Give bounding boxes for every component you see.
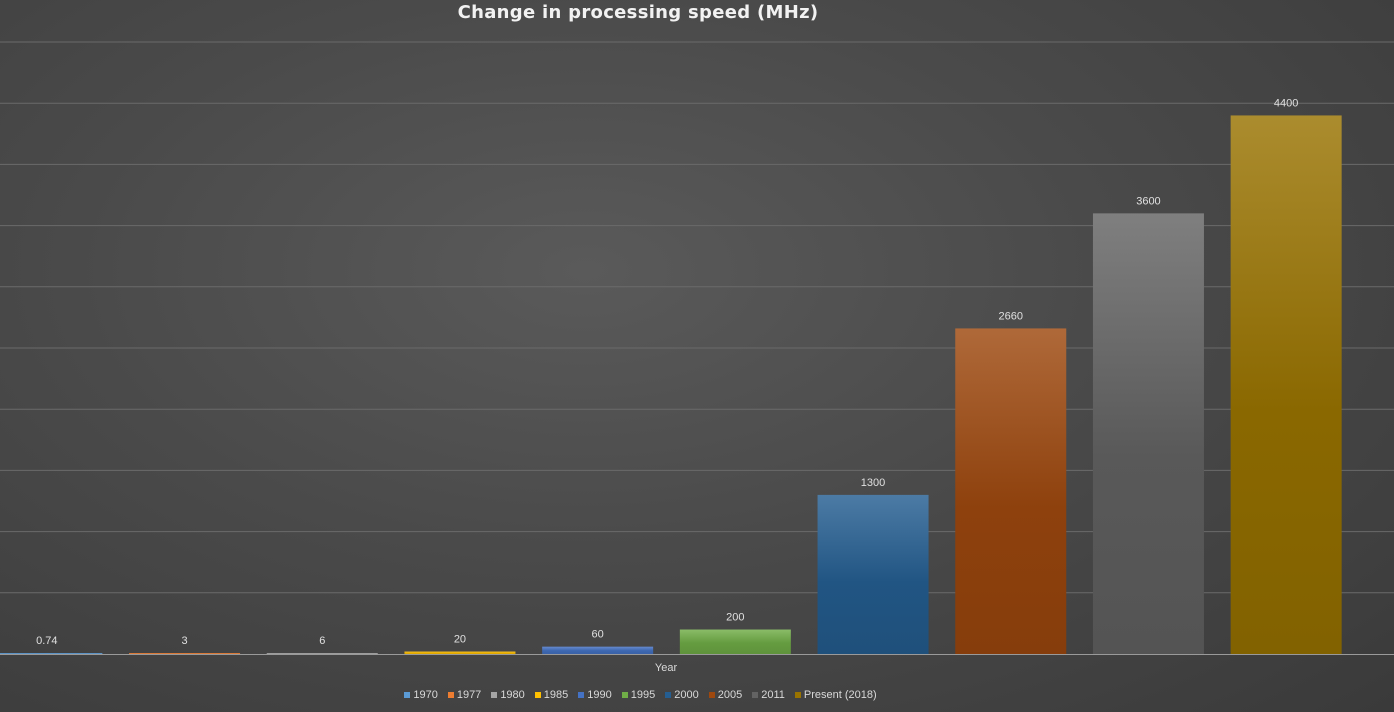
bar-1977 — [129, 653, 241, 654]
legend-swatch — [404, 692, 411, 698]
legend-item: 1985 — [534, 689, 569, 701]
legend-swatch — [578, 692, 585, 698]
data-label: 1300 — [861, 477, 885, 489]
legend-item: 1995 — [621, 689, 656, 701]
legend-item: Present (2018) — [794, 689, 877, 701]
legend-label: 1970 — [413, 689, 438, 701]
x-axis-title: Year — [654, 662, 678, 674]
legend-swatch — [621, 692, 628, 698]
legend-item: 2000 — [665, 689, 699, 701]
legend-swatch — [752, 692, 759, 698]
data-label: 6 — [319, 635, 325, 647]
legend-swatch — [794, 692, 801, 698]
legend-swatch — [447, 692, 454, 698]
legend-label: 1977 — [456, 689, 482, 701]
legend-swatch — [491, 692, 498, 698]
data-label: 2660 — [999, 310, 1023, 322]
chart-title: Change in processing speed (MHz) — [457, 2, 819, 23]
bar-1990 — [542, 646, 654, 654]
bar-present-2018 — [1230, 115, 1342, 654]
data-label: 0.74 — [36, 635, 57, 647]
legend-swatch — [665, 692, 672, 698]
legend-label: 2000 — [674, 689, 699, 701]
legend-label: 1995 — [630, 689, 656, 701]
data-label: 20 — [454, 634, 466, 646]
bar-1985 — [404, 651, 516, 654]
bars — [0, 115, 1342, 655]
legend-label: 1990 — [587, 689, 612, 701]
bar-2000 — [817, 494, 929, 654]
legend-item: 1970 — [404, 689, 438, 701]
data-label: 60 — [592, 629, 604, 641]
legend-label: 1980 — [500, 689, 525, 701]
legend-item: 2011 — [752, 689, 785, 701]
legend-label: 1985 — [543, 689, 569, 701]
legend: 1970 1977 1980 1985 1990 1995 2000 2005 2011 Pres… — [0, 689, 1281, 701]
legend-label: 2005 — [717, 689, 743, 701]
legend-swatch — [534, 692, 541, 698]
data-label: 3 — [181, 635, 187, 647]
bar-1970 — [0, 653, 103, 654]
data-labels: 0.74 3 6 20 60 200 1300 2660 3600 4400 — [36, 97, 1298, 647]
data-label: 200 — [726, 612, 744, 624]
data-label: 4400 — [1274, 97, 1298, 109]
legend-item: 1990 — [578, 689, 612, 701]
bar-2011 — [1092, 213, 1204, 655]
legend-item: 2005 — [708, 689, 743, 701]
legend-label: Present (2018) — [803, 689, 877, 701]
legend-swatch — [708, 692, 715, 698]
bar-1995 — [679, 629, 791, 654]
legend-label: 2011 — [761, 689, 785, 701]
bar-2005 — [955, 328, 1067, 654]
legend-item: 1977 — [447, 689, 482, 701]
bar-1980 — [266, 653, 378, 654]
legend-item: 1980 — [491, 689, 525, 701]
data-label: 3600 — [1136, 195, 1160, 207]
